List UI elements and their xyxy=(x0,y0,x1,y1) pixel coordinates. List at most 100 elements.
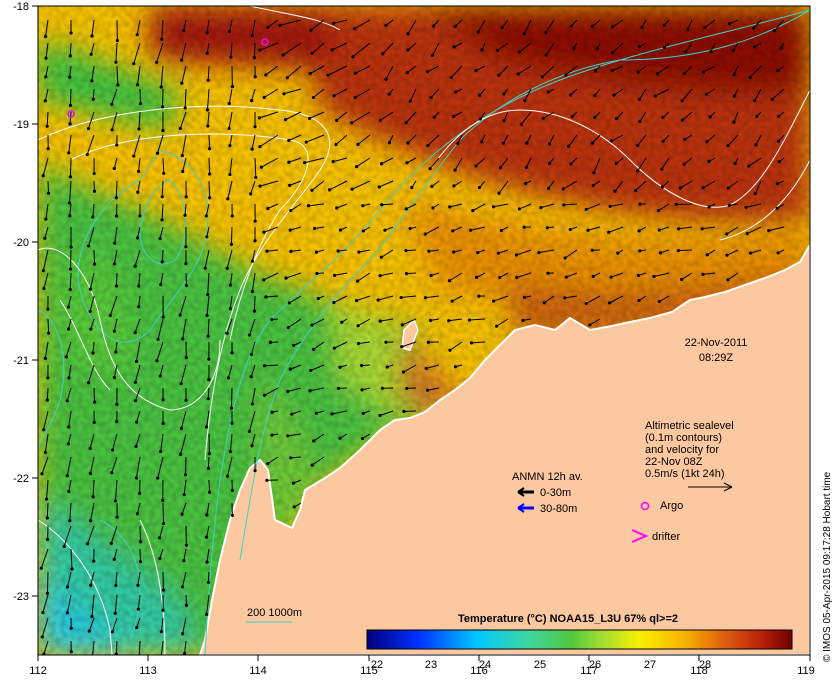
velocity-arrow xyxy=(181,134,187,156)
velocity-arrow xyxy=(206,42,210,54)
colorbar: Temperature (°C) NOAA15_L3U 67% ql>=2 22… xyxy=(366,613,793,671)
velocity-arrow xyxy=(306,134,325,143)
velocity-arrow-head xyxy=(775,182,779,186)
velocity-arrow xyxy=(45,65,49,77)
velocity-arrow xyxy=(68,364,72,379)
velocity-arrow xyxy=(545,42,555,56)
sst-field xyxy=(38,6,810,655)
lon-tick-label: 112 xyxy=(29,665,47,677)
velocity-arrow xyxy=(115,180,118,198)
velocity-arrow-head xyxy=(112,557,116,561)
velocity-arrow xyxy=(208,479,211,493)
velocity-arrow xyxy=(678,226,693,230)
velocity-arrow-head xyxy=(43,34,48,39)
velocity-arrow xyxy=(113,157,118,169)
velocity-arrow xyxy=(726,249,739,256)
velocity-arrow xyxy=(160,617,164,632)
velocity-arrow-head xyxy=(502,119,506,123)
velocity-arrow-head xyxy=(355,164,359,169)
velocity-arrow-head xyxy=(425,70,430,74)
velocity-arrow xyxy=(251,272,256,292)
velocity-arrow-head xyxy=(401,370,406,374)
velocity-arrow xyxy=(773,19,785,31)
velocity-arrow xyxy=(251,134,256,150)
velocity-arrow xyxy=(405,111,417,124)
velocity-arrow-head xyxy=(133,399,138,403)
velocity-arrow-head xyxy=(46,147,50,151)
velocity-arrow-head xyxy=(676,227,681,231)
velocity-arrow-head xyxy=(183,473,188,477)
velocity-arrow xyxy=(137,571,141,586)
velocity-arrow xyxy=(516,249,532,256)
velocity-arrow xyxy=(681,88,693,102)
velocity-arrow-head xyxy=(311,95,315,100)
velocity-arrow xyxy=(207,111,210,127)
velocity-arrow-head xyxy=(548,161,552,165)
velocity-arrow xyxy=(259,134,279,148)
velocity-arrow-head xyxy=(286,326,290,330)
velocity-arrow-head xyxy=(310,463,314,467)
velocity-arrow-head xyxy=(610,139,614,143)
velocity-arrow-head xyxy=(350,187,354,191)
velocity-arrow-head xyxy=(204,214,208,218)
velocity-arrow-head xyxy=(133,264,137,268)
velocity-arrow-head xyxy=(469,228,473,232)
velocity-arrow-head xyxy=(266,206,270,211)
velocity-arrow-head xyxy=(474,275,479,279)
velocity-arrow xyxy=(470,226,486,231)
velocity-arrow-head xyxy=(569,93,573,97)
velocity-arrow xyxy=(381,203,394,206)
velocity-arrow-head xyxy=(360,364,364,368)
velocity-arrow-head xyxy=(45,124,49,128)
velocity-arrow xyxy=(184,203,187,216)
velocity-arrow xyxy=(516,272,532,279)
velocity-arrow xyxy=(156,341,164,361)
velocity-arrow xyxy=(290,203,302,211)
lat-tick-label: -22 xyxy=(13,473,29,485)
velocity-arrow-head xyxy=(330,412,334,416)
velocity-arrow xyxy=(544,295,555,304)
velocity-arrow-head xyxy=(660,185,664,189)
velocity-arrow-head xyxy=(160,105,165,109)
velocity-arrow-head xyxy=(310,188,314,192)
velocity-arrow-head xyxy=(67,327,71,331)
velocity-arrow xyxy=(285,272,302,279)
svg-text:Argo: Argo xyxy=(660,500,683,512)
velocity-arrow-head xyxy=(110,448,115,452)
velocity-arrow-head xyxy=(684,50,688,54)
velocity-arrow xyxy=(354,88,371,98)
velocity-arrow-head xyxy=(432,115,436,119)
velocity-arrow-head xyxy=(230,214,234,218)
velocity-arrow-head xyxy=(290,412,294,416)
lon-tick-label: 115 xyxy=(360,665,378,677)
velocity-arrow xyxy=(264,364,279,367)
colorbar-tick: 22 xyxy=(371,659,383,671)
velocity-arrow-head xyxy=(184,398,188,402)
velocity-arrow xyxy=(658,203,670,211)
velocity-arrow xyxy=(183,548,187,561)
velocity-arrow-head xyxy=(228,307,232,311)
velocity-arrow xyxy=(251,88,256,101)
velocity-arrow xyxy=(91,65,95,81)
velocity-arrow xyxy=(500,157,509,169)
velocity-arrow-head xyxy=(361,229,365,233)
velocity-arrow-head xyxy=(136,169,141,173)
velocity-arrow xyxy=(87,525,95,545)
velocity-arrow xyxy=(454,157,463,171)
velocity-arrow xyxy=(428,249,440,252)
velocity-arrow xyxy=(381,157,394,165)
velocity-arrow xyxy=(609,295,624,304)
velocity-arrow xyxy=(227,180,233,199)
velocity-arrow xyxy=(469,318,486,321)
colorbar-tick: 27 xyxy=(644,659,656,671)
velocity-arrow-head xyxy=(161,398,165,402)
velocity-arrow-head xyxy=(683,137,687,142)
velocity-arrow xyxy=(251,433,256,446)
velocity-arrow-head xyxy=(229,55,233,59)
velocity-arrow-head xyxy=(184,543,188,547)
velocity-arrow-head xyxy=(384,340,388,344)
altimetry-legend: Altimetric sealevel (0.1m contours) and … xyxy=(645,420,734,492)
velocity-arrow xyxy=(726,226,739,235)
velocity-arrow xyxy=(637,157,647,172)
colorbar-tick: 24 xyxy=(479,659,491,671)
